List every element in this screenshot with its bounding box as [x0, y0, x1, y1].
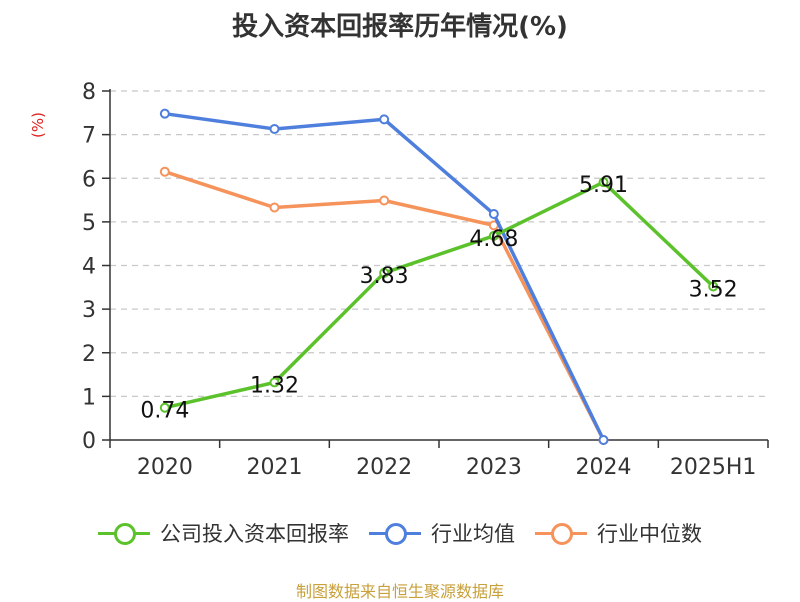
- x-tick-label: 2021: [247, 455, 303, 480]
- data-label: 4.68: [469, 227, 518, 252]
- data-point: [159, 402, 170, 413]
- data-label: 5.91: [579, 173, 628, 198]
- y-tick-label: 6: [82, 167, 96, 192]
- series-2: [159, 166, 609, 445]
- data-label: 3.52: [689, 277, 738, 302]
- series-0: [159, 177, 719, 413]
- x-tick-label: 2025H1: [670, 455, 757, 480]
- y-tick-label: 1: [82, 385, 96, 410]
- y-tick-label: 5: [82, 211, 96, 236]
- chart-title: 投入资本回报率历年情况(%): [232, 12, 568, 42]
- legend: 公司投入资本回报率 行业均值 行业中位数: [0, 518, 800, 548]
- data-point: [488, 209, 499, 220]
- data-point: [379, 195, 390, 206]
- legend-marker: [535, 521, 587, 545]
- data-point: [159, 108, 170, 119]
- data-point: [159, 166, 170, 177]
- source-note: 制图数据来自恒生聚源数据库: [295, 582, 504, 601]
- y-tick-label: 3: [82, 298, 96, 323]
- y-tick-label: 8: [82, 80, 96, 105]
- data-label: 1.32: [250, 373, 299, 398]
- data-point: [269, 202, 280, 213]
- axes: 0 1 2 3 4 5 6 7 8 2020 2021 2022 2023 2024 2025H1: [82, 80, 769, 480]
- data-point: [708, 281, 719, 292]
- y-tick-label: 7: [82, 124, 96, 149]
- data-point: [598, 435, 609, 445]
- series-lines: [159, 108, 719, 445]
- series-1: [159, 108, 609, 445]
- data-point: [379, 114, 390, 125]
- data-point: [379, 267, 390, 278]
- data-labels: 0.74 1.32 3.83 4.68 5.91 3.52: [140, 173, 737, 424]
- y-tick-label: 0: [82, 429, 96, 454]
- data-label: 3.83: [360, 264, 409, 289]
- x-tick-label: 2023: [466, 455, 522, 480]
- y-tick-label: 4: [82, 255, 96, 280]
- legend-label: 行业中位数: [597, 522, 702, 546]
- x-tick-label: 2024: [576, 455, 632, 480]
- data-label: 0.74: [140, 399, 189, 424]
- legend-item[interactable]: 行业中位数: [535, 518, 702, 548]
- data-point: [269, 123, 280, 134]
- data-point: [269, 377, 280, 388]
- x-tick-label: 2022: [356, 455, 412, 480]
- legend-item[interactable]: 公司投入资本回报率: [98, 518, 349, 548]
- data-point: [598, 177, 609, 188]
- legend-marker: [98, 521, 150, 545]
- x-tick-label: 2020: [137, 455, 193, 480]
- legend-item[interactable]: 行业均值: [369, 518, 515, 548]
- series-line: [164, 180, 715, 410]
- y-tick-label: 2: [82, 342, 96, 367]
- legend-label: 行业均值: [431, 522, 515, 546]
- data-point: [488, 230, 499, 241]
- legend-marker: [369, 521, 421, 545]
- legend-label: 公司投入资本回报率: [160, 522, 349, 546]
